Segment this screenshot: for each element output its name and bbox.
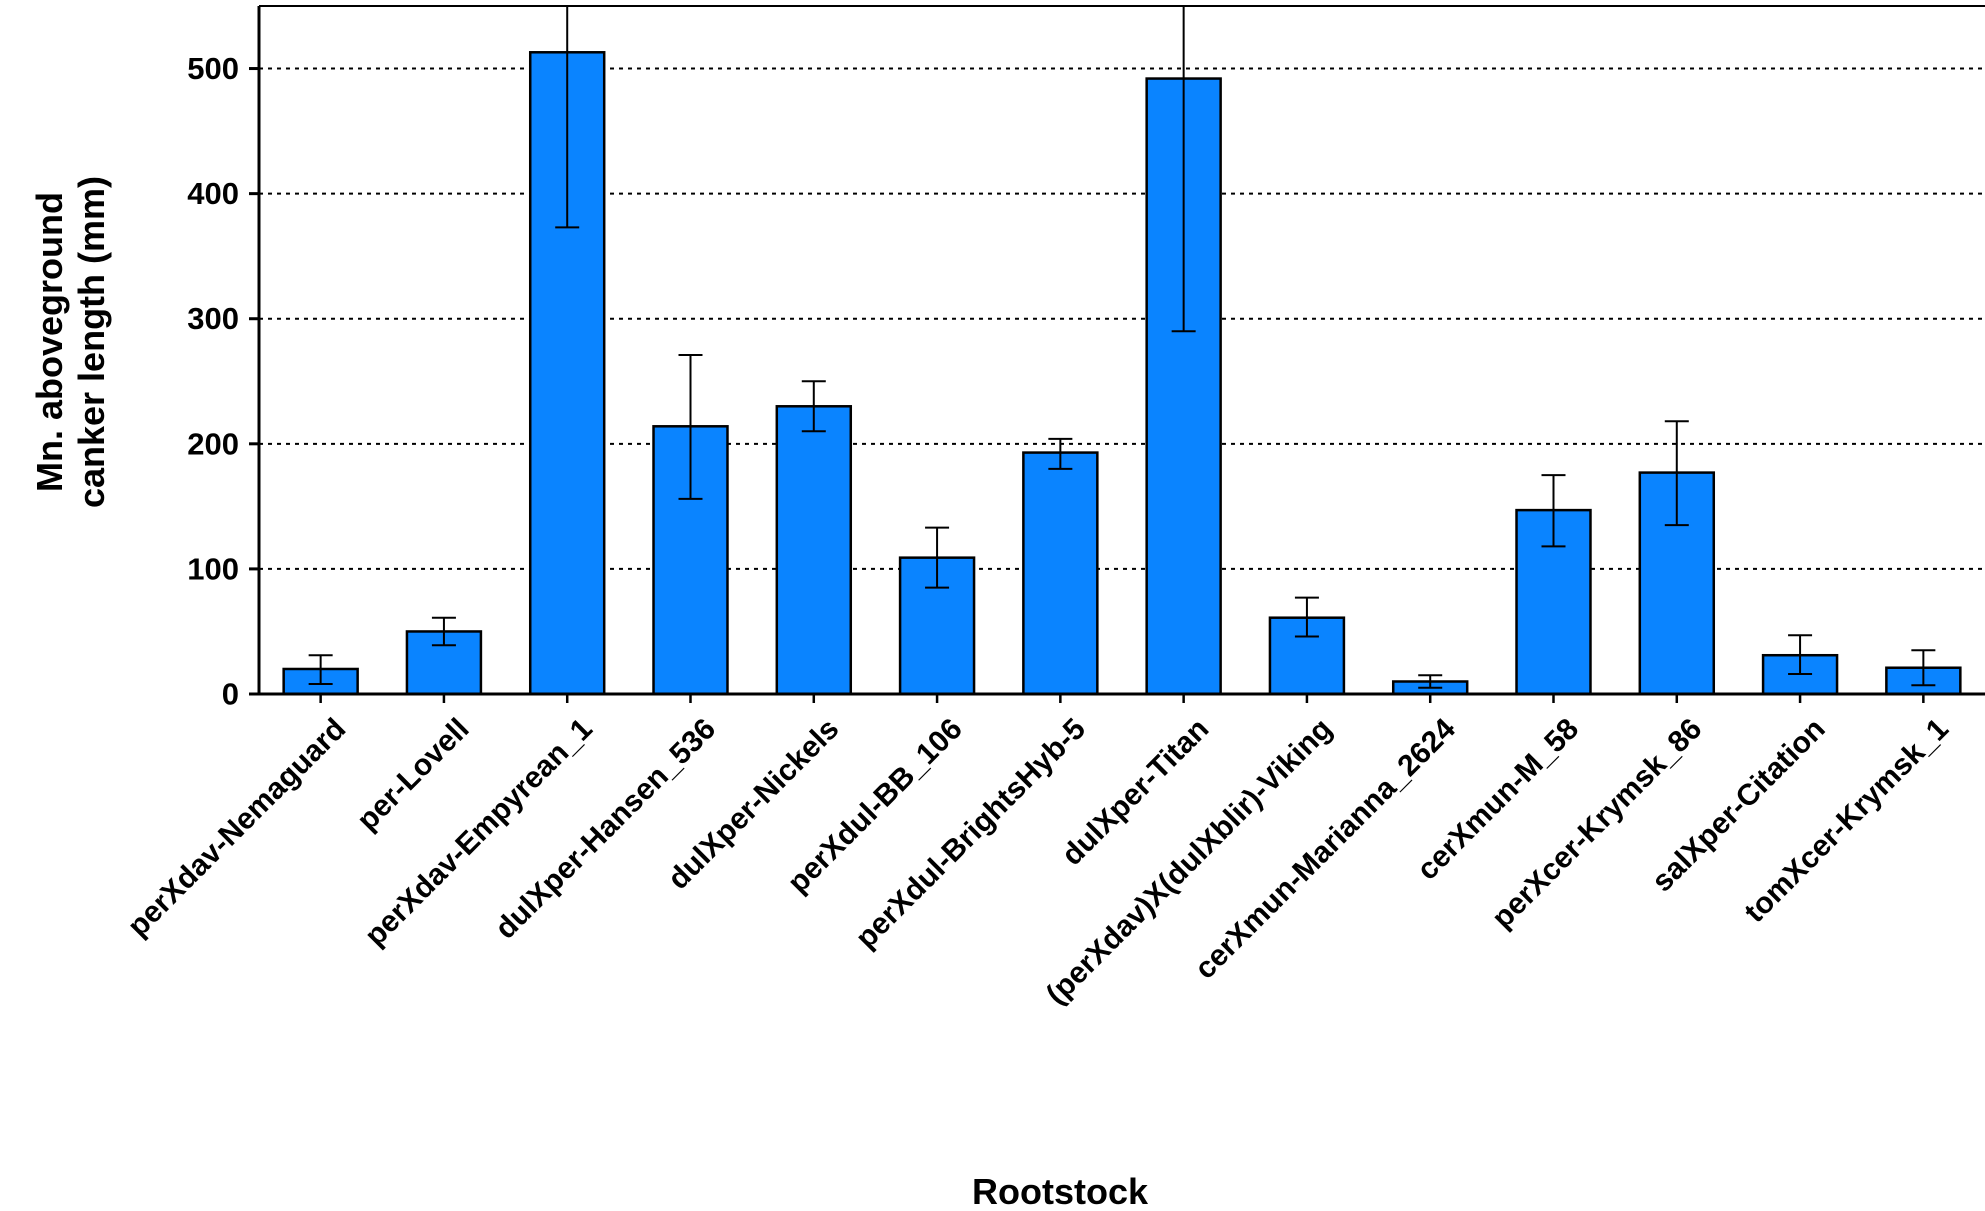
bar: [775, 405, 853, 696]
y-tick-label: 300: [187, 301, 239, 336]
y-tick-label: 400: [187, 176, 239, 211]
x-tick-label: dulXper-Hansen_536: [489, 712, 722, 945]
x-tick-label: perXdav-Empyrean_1: [359, 712, 599, 952]
y-tick-label: 100: [187, 551, 239, 586]
y-tick-label: 200: [187, 426, 239, 461]
bars: [282, 51, 1962, 696]
x-tick-label: tomXcer-Krymsk_1: [1738, 712, 1955, 929]
y-tick-labels: 0 100 200 300 400 500: [187, 51, 259, 712]
y-axis-title-line-1: Mn. aboveground: [29, 192, 70, 492]
y-axis-title-line-2: canker length (mm): [71, 176, 112, 508]
axes: [257, 5, 1985, 696]
y-tick-label: 0: [222, 677, 239, 712]
x-category-labels: perXdav-Nemaguardper-LovellperXdav-Empyr…: [121, 712, 1955, 1011]
bar: [652, 425, 729, 696]
y-tick-label: 500: [187, 51, 239, 86]
x-tick-label: per-Lovell: [351, 712, 476, 837]
x-tick-label: perXdul-BrightsHyb-5: [849, 712, 1092, 955]
x-axis-title: Rootstock: [972, 1171, 1149, 1211]
x-tick-label: cerXmun-Marianna_2624: [1189, 712, 1463, 986]
x-tick-label: perXcer-Krymsk_86: [1486, 712, 1709, 935]
error-bars: [308, 6, 1936, 703]
x-tick-label: perXdav-Nemaguard: [121, 712, 352, 943]
y-axis-title: Mn. aboveground canker length (mm): [29, 176, 112, 508]
gridlines: [259, 67, 1985, 570]
bar: [1022, 451, 1099, 696]
